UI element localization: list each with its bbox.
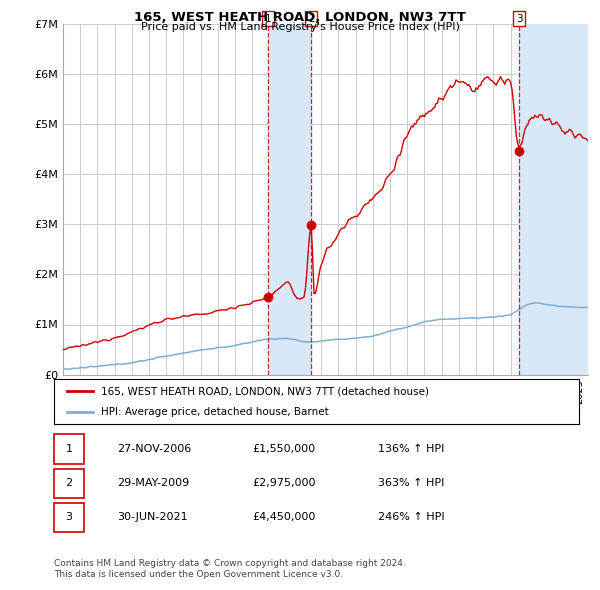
Text: 136% ↑ HPI: 136% ↑ HPI (378, 444, 445, 454)
Text: £4,450,000: £4,450,000 (252, 513, 316, 522)
Text: 2: 2 (65, 478, 73, 488)
Text: Price paid vs. HM Land Registry's House Price Index (HPI): Price paid vs. HM Land Registry's House … (140, 22, 460, 32)
Text: 1: 1 (265, 14, 271, 24)
Text: 2: 2 (308, 14, 314, 24)
Text: 27-NOV-2006: 27-NOV-2006 (117, 444, 191, 454)
Text: 29-MAY-2009: 29-MAY-2009 (117, 478, 189, 488)
Text: Contains HM Land Registry data © Crown copyright and database right 2024.
This d: Contains HM Land Registry data © Crown c… (54, 559, 406, 579)
Text: £2,975,000: £2,975,000 (252, 478, 316, 488)
Text: 165, WEST HEATH ROAD, LONDON, NW3 7TT: 165, WEST HEATH ROAD, LONDON, NW3 7TT (134, 11, 466, 24)
Text: HPI: Average price, detached house, Barnet: HPI: Average price, detached house, Barn… (101, 407, 329, 417)
Text: £1,550,000: £1,550,000 (252, 444, 315, 454)
Text: 1: 1 (65, 444, 73, 454)
Text: 3: 3 (516, 14, 523, 24)
Text: 3: 3 (65, 513, 73, 522)
Bar (268, 24, 311, 375)
Text: 30-JUN-2021: 30-JUN-2021 (117, 513, 188, 522)
Bar (519, 24, 588, 375)
Text: 246% ↑ HPI: 246% ↑ HPI (378, 513, 445, 522)
Text: 165, WEST HEATH ROAD, LONDON, NW3 7TT (detached house): 165, WEST HEATH ROAD, LONDON, NW3 7TT (d… (101, 386, 429, 396)
Text: 363% ↑ HPI: 363% ↑ HPI (378, 478, 445, 488)
